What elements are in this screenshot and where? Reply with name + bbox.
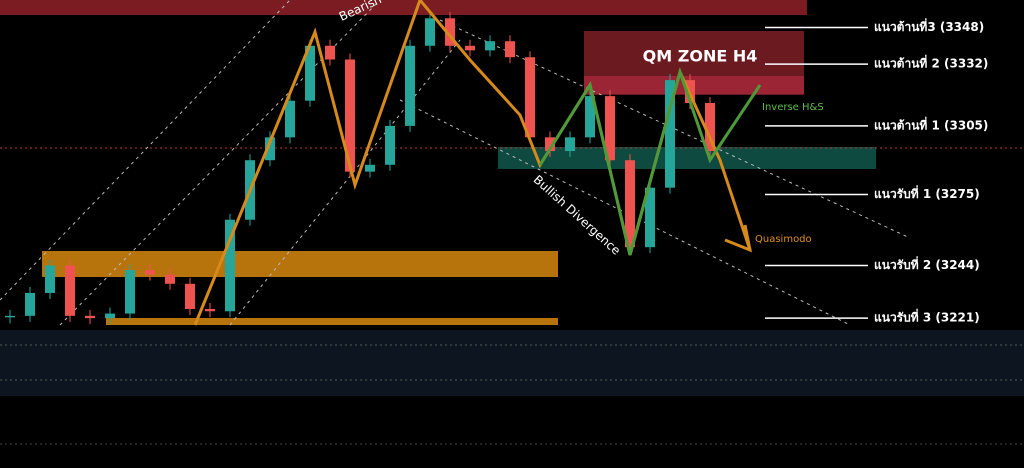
zone-label: QM ZONE H4 [643, 47, 758, 66]
candle [305, 45, 315, 101]
candle [5, 315, 15, 318]
candle [465, 45, 475, 51]
level-label: แนวรับที่ 3 (3221) [874, 309, 980, 325]
candle [25, 292, 35, 316]
zigzag [193, 0, 752, 326]
level-label: แนวต้านที่3 (3348) [874, 18, 984, 34]
candle [445, 18, 455, 46]
candle [505, 41, 515, 58]
level-label: แนวรับที่ 2 (3244) [874, 256, 980, 272]
candle [185, 283, 195, 309]
candle [45, 265, 55, 293]
candle [345, 59, 355, 172]
candle [645, 187, 655, 248]
candle [325, 45, 335, 60]
rsi-pane [0, 330, 1024, 396]
level-label: แนวต้านที่ 2 (3332) [874, 55, 988, 71]
candle [605, 96, 615, 161]
annotation: Inverse H&S [762, 102, 824, 113]
candle [365, 164, 375, 172]
candle [485, 41, 495, 51]
candle [705, 102, 715, 152]
candle [205, 308, 215, 312]
candle [585, 96, 595, 138]
arrow-head [724, 224, 753, 253]
candle [65, 265, 75, 316]
supply-zone [0, 0, 807, 15]
candle [265, 137, 275, 161]
candle [85, 315, 95, 319]
candle [385, 125, 395, 165]
inverse-hs-line [538, 66, 762, 256]
level-label: แนวรับที่ 1 (3275) [874, 185, 980, 201]
candle [665, 80, 675, 188]
level-label: แนวต้านที่ 1 (3305) [874, 116, 988, 132]
candle [625, 160, 635, 248]
candle [145, 270, 155, 275]
candle [525, 57, 535, 138]
candle [225, 219, 235, 312]
candle [105, 313, 115, 319]
demand-zone [498, 147, 876, 169]
candle [565, 137, 575, 152]
candle [425, 18, 435, 46]
candle [165, 274, 175, 284]
annotation: Quasimodo [755, 234, 812, 245]
candle [405, 45, 415, 126]
support-zone-2 [106, 318, 558, 325]
candle [545, 137, 555, 152]
candle [125, 270, 135, 314]
candle [285, 100, 295, 138]
